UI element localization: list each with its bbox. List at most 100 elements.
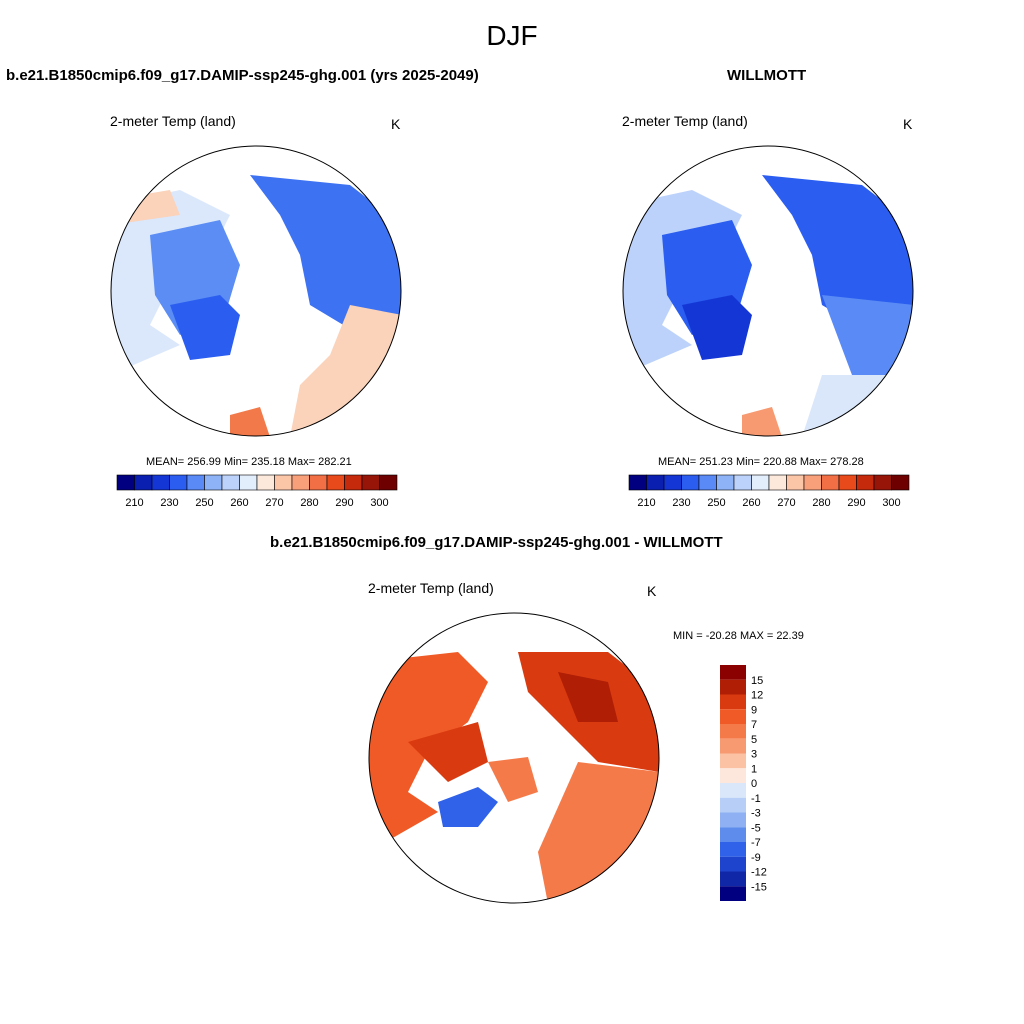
panel-2-variable-label: 2-meter Temp (land) [622,113,748,129]
diff-colorbar-cell [720,665,746,680]
panel-1-colorbar-cell [134,474,153,491]
panel-1-colorbar-tick-label: 250 [195,497,213,509]
panel-1-colorbar-cell [204,474,223,491]
diff-colorbar-cell [720,679,746,695]
diff-panel-stats: MIN = -20.28 MAX = 22.39 [673,630,804,642]
map-boundary [368,612,660,904]
panel-2-colorbar-cell [768,474,787,491]
panel-2-colorbar-tick-label: 250 [707,497,725,509]
panel-2-colorbar-cell [803,474,822,491]
diff-colorbar-cell [720,856,746,872]
svalbard-land [488,757,538,802]
panel-2-colorbar-tick-label: 260 [742,497,760,509]
panel-1-colorbar-tick-label: 260 [230,497,248,509]
panel-1-colorbar-tick-label: 280 [300,497,318,509]
panel-2-colorbar-cell [856,474,875,491]
panel-2-colorbar-cell [821,474,840,491]
diff-colorbar-cell [720,886,746,901]
diff-colorbar-tick-label: -5 [751,822,761,834]
diff-colorbar-tick-label: -7 [751,837,761,849]
diff-colorbar-tick-label: -12 [751,867,767,879]
panel-2-colorbar-cell [838,474,857,491]
panel-1-colorbar-cell [116,474,135,491]
greenland-land [170,295,240,360]
diff-colorbar-tick-label: -15 [751,881,767,893]
panel-2-colorbar-cell [628,474,647,491]
panel-2-colorbar-cell [646,474,665,491]
panel-1-colorbar-tick-label: 230 [160,497,178,509]
diff-colorbar-cell [720,797,746,813]
panel-2-colorbar-cell [698,474,717,491]
diff-colorbar: 15 12 9 7 5 3 1 0 -1 -3 -5 -7 -9 -12 -15 [720,665,767,901]
panel-2-colorbar-cell [891,474,910,491]
diff-panel-units-label: K [647,583,657,599]
panel-2-colorbar: 210 230 250 260 270 280 290 300 [628,474,910,509]
map-boundary [110,145,402,437]
panel-1-variable-label: 2-meter Temp (land) [110,113,236,129]
panel-1-colorbar: 210 230 250 260 270 280 290 300 [116,474,398,509]
panel-1-colorbar-cell [151,474,170,491]
panel-2-stats: MEAN= 251.23 Min= 220.88 Max= 278.28 [658,456,864,468]
panel-2-colorbar-tick-label: 300 [882,497,900,509]
diff-colorbar-cell [720,871,746,887]
panel-1-colorbar-cell [256,474,275,491]
greenland-land [438,787,498,827]
diff-colorbar-cell [720,842,746,857]
panel-1-colorbar-cell [186,474,205,491]
panel-1-polar-map [110,145,402,437]
panel-2-colorbar-tick-label: 290 [847,497,865,509]
panel-1-colorbar-cell [169,474,188,491]
panel-1-stats: MEAN= 256.99 Min= 235.18 Max= 282.21 [146,456,352,468]
diff-panel-polar-map [368,612,660,904]
panel-2-colorbar-cell [733,474,752,491]
diff-colorbar-cell [720,738,746,754]
diff-colorbar-tick-label: 7 [751,719,757,731]
diff-colorbar-tick-label: 1 [751,763,757,775]
panel-2-colorbar-cell [873,474,892,491]
panel-1-colorbar-tick-label: 290 [335,497,353,509]
panel-1-colorbar-cell [361,474,380,491]
panel-1-colorbar-tick-label: 270 [265,497,283,509]
panel-1-colorbar-cell [221,474,240,491]
panel-2-colorbar-cell [751,474,770,491]
panel-1-colorbar-tick-label: 210 [125,497,143,509]
map-boundary [622,145,914,437]
diff-colorbar-cell [720,812,746,828]
british-isles-land [742,407,782,436]
eurasia-south-land [822,295,913,375]
diff-colorbar-tick-label: 9 [751,704,757,716]
diff-colorbar-tick-label: 5 [751,734,757,746]
diff-colorbar-cell [720,753,746,769]
diff-colorbar-tick-label: -9 [751,852,761,864]
greenland-land [682,295,752,360]
panel-1-colorbar-cell [291,474,310,491]
diff-colorbar-cell [720,724,746,739]
diff-colorbar-tick-label: 15 [751,675,763,687]
panel-1-units-label: K [391,116,401,132]
diff-colorbar-tick-label: 12 [751,690,763,702]
panel-1-colorbar-cell [344,474,363,491]
panel-2-colorbar-cell [663,474,682,491]
panel-2-units-label: K [903,116,913,132]
panel-2-colorbar-tick-label: 210 [637,497,655,509]
diff-panel-variable-label: 2-meter Temp (land) [368,580,494,596]
panel-2-polar-map [622,145,914,437]
diff-colorbar-cell [720,827,746,842]
siberia-land [558,672,618,722]
panel-1-colorbar-cell [274,474,293,491]
panel-1-colorbar-cell [239,474,258,491]
diff-colorbar-tick-label: 3 [751,749,757,761]
diff-colorbar-cell [720,783,746,798]
diff-panel-title: b.e21.B1850cmip6.f09_g17.DAMIP-ssp245-gh… [270,534,723,551]
diff-colorbar-tick-label: -3 [751,808,761,820]
british-isles-land [230,407,270,436]
panel-1-colorbar-cell [379,474,398,491]
panel-1-colorbar-cell [309,474,328,491]
diff-colorbar-cell [720,694,746,710]
panel-1-colorbar-tick-label: 300 [370,497,388,509]
diff-colorbar-tick-label: -1 [751,793,761,805]
season-title: DJF [486,20,538,51]
canada-land [408,722,488,782]
panel-2-colorbar-tick-label: 270 [777,497,795,509]
diff-colorbar-tick-label: 0 [751,778,757,790]
